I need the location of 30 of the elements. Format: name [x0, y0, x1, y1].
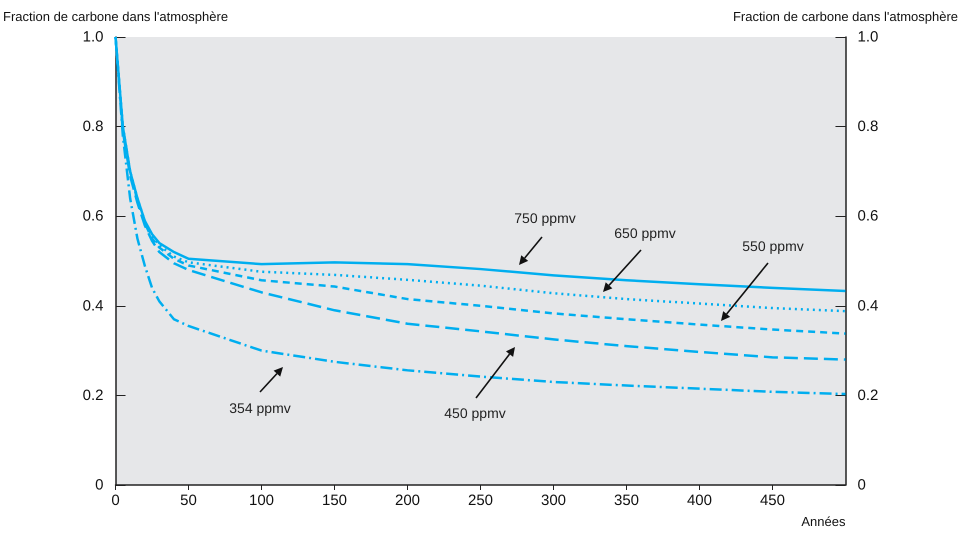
y2-axis-title: Fraction de carbone dans l'atmosphère	[732, 9, 958, 24]
x-tick-label: 0	[111, 492, 120, 509]
y2-tick-label: 0.8	[857, 118, 878, 136]
y-tick-label: 1.0	[82, 28, 104, 46]
y2-tick-label: 1.0	[857, 28, 878, 46]
y-tick-label: 0.4	[82, 297, 104, 314]
x-tick-label: 400	[686, 492, 712, 509]
x-tick-label: 300	[540, 492, 566, 509]
x-tick-label: 350	[614, 492, 640, 509]
x-axis-title: Années	[801, 514, 846, 529]
y-tick-label: 0.2	[82, 386, 104, 404]
annotation: 450 ppmv	[444, 405, 506, 421]
y-tick-label: 0.8	[82, 118, 104, 136]
y2-tick-label: 0	[857, 476, 866, 494]
y-tick-label: 0.6	[82, 208, 104, 225]
y-tick-label: 0	[95, 476, 104, 494]
y2-tick-label: 0.4	[857, 297, 878, 314]
x-tick-label: 250	[468, 492, 494, 509]
y-axis-title: Fraction de carbone dans l'atmosphère	[2, 9, 228, 24]
annotation: 750 ppmv	[514, 210, 576, 226]
x-tick-label: 200	[394, 492, 420, 509]
x-tick-label: 150	[322, 492, 348, 509]
x-tick-label: 450	[760, 492, 785, 509]
x-tick-label: 50	[180, 492, 197, 509]
annotation: 650 ppmv	[614, 225, 676, 241]
annotation: 550 ppmv	[742, 238, 804, 254]
y2-tick-label: 0.2	[857, 386, 878, 404]
x-tick-label: 100	[249, 492, 274, 509]
y2-tick-label: 0.6	[857, 208, 878, 225]
annotation: 354 ppmv	[229, 400, 291, 416]
